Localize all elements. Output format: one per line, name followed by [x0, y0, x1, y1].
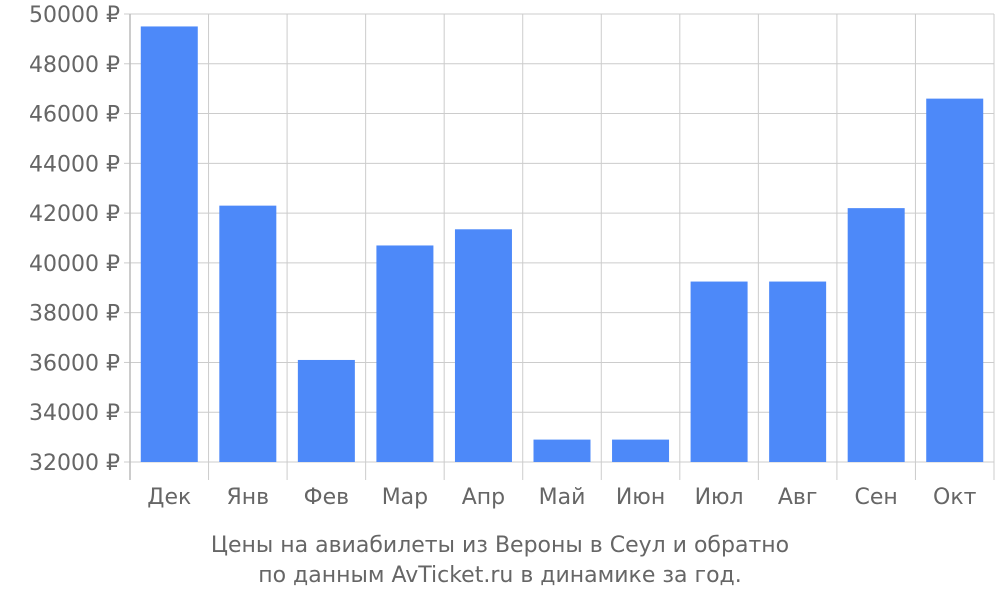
x-tick-label: Сен [855, 485, 898, 510]
y-tick-label: 44000 ₽ [29, 152, 120, 177]
bar-3 [297, 359, 355, 462]
y-tick-label: 48000 ₽ [29, 53, 120, 78]
x-tick-label: Янв [226, 485, 269, 510]
x-tick-label: Июл [695, 485, 744, 510]
x-tick-label: Окт [933, 485, 977, 510]
bar-7 [612, 439, 670, 462]
y-tick-label: 50000 ₽ [29, 3, 120, 28]
y-tick-label: 46000 ₽ [29, 103, 120, 128]
x-tick-label: Фев [304, 485, 349, 510]
x-tick-label: Июн [616, 485, 665, 510]
y-tick-label: 42000 ₽ [29, 202, 120, 227]
axes [124, 13, 131, 480]
y-tick-labels: 32000 ₽ 34000 ₽ 36000 ₽ 38000 ₽ 40000 ₽ 42000… [29, 3, 120, 476]
bar-6 [533, 439, 591, 462]
x-tick-label: Апр [462, 485, 505, 510]
x-tick-label: Дек [147, 485, 191, 510]
bar-5 [454, 229, 512, 462]
bar-2 [219, 205, 277, 462]
bar-9 [769, 281, 827, 462]
y-tick-label: 38000 ₽ [29, 302, 120, 327]
bar-4 [376, 245, 434, 462]
bar-1 [140, 26, 198, 462]
y-tick-label: 34000 ₽ [29, 401, 120, 426]
chart-caption-line-2: по данным AvTicket.ru в динамике за год. [258, 563, 742, 588]
x-tick-label: Авг [778, 485, 818, 510]
x-tick-label: Май [539, 485, 586, 510]
chart-caption-line-1: Цены на авиабилеты из Вероны в Сеул и об… [210, 533, 790, 558]
bars [140, 26, 984, 462]
y-tick-label: 40000 ₽ [29, 252, 120, 277]
bar-chart: 32000 ₽ 34000 ₽ 36000 ₽ 38000 ₽ 40000 ₽ 42000… [29, 3, 995, 510]
bar-10 [847, 208, 905, 462]
x-tick-label: Мар [382, 485, 428, 510]
x-tick-labels: Дек Янв Фев Мар Апр Май Июн Июл Авг Сен Окт [147, 485, 976, 510]
bar-8 [690, 281, 748, 462]
y-tick-label: 36000 ₽ [29, 351, 120, 376]
y-tick-label: 32000 ₽ [29, 451, 120, 476]
bar-11 [926, 98, 984, 462]
